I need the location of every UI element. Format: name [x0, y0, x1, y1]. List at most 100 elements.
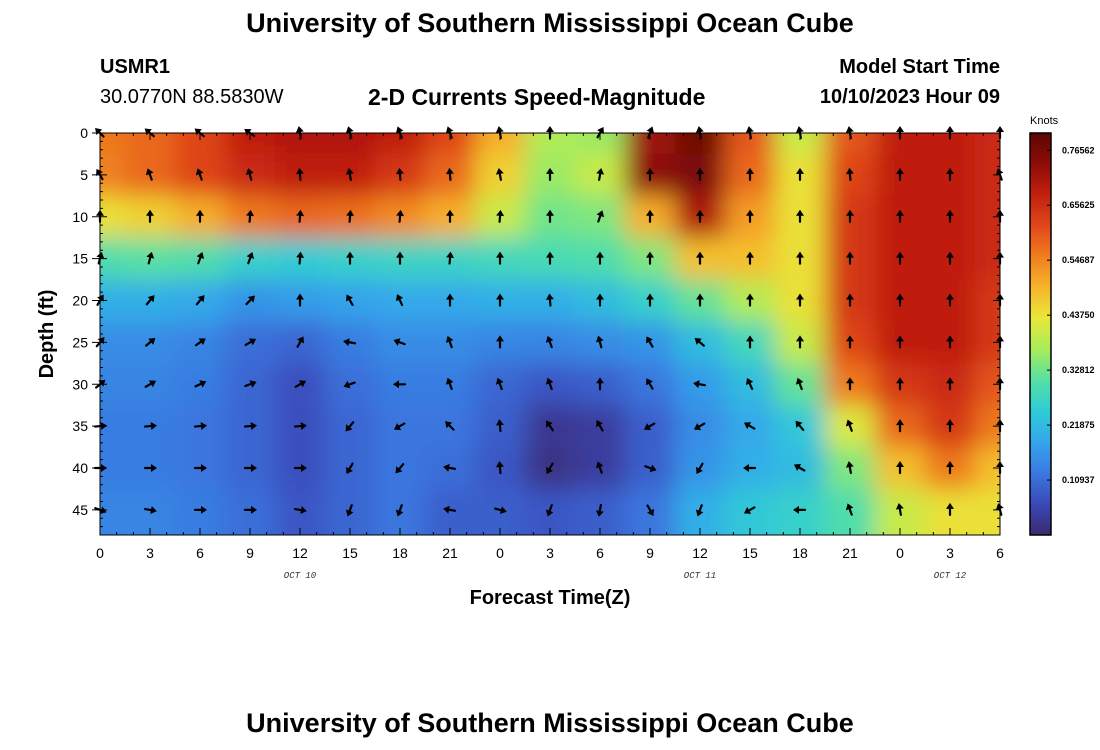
current-arrow [546, 251, 554, 265]
current-arrow [795, 420, 805, 432]
heat-cell [925, 133, 976, 155]
current-arrow [646, 378, 654, 390]
current-arrow [395, 463, 405, 474]
heat-cell [325, 133, 376, 155]
current-arrow [146, 209, 154, 223]
x-tick-label: 0 [496, 545, 504, 561]
current-arrow [393, 422, 406, 431]
x-tick-label: 9 [646, 545, 654, 561]
current-arrow [643, 422, 656, 431]
current-arrow [346, 462, 354, 475]
current-arrow [646, 167, 654, 181]
current-arrow [495, 419, 504, 433]
current-arrow [293, 464, 307, 472]
current-arrow [546, 209, 554, 223]
current-arrow [396, 251, 404, 265]
heat-cell [225, 133, 276, 155]
heat-cell [825, 488, 876, 535]
chart-subtitle: 2-D Currents Speed-Magnitude [368, 84, 706, 110]
current-arrow [244, 338, 257, 346]
current-arrow [195, 295, 205, 306]
current-arrow [495, 461, 504, 475]
heat-cell [725, 133, 776, 155]
current-arrow [296, 209, 305, 223]
heat-cell [675, 133, 726, 155]
current-arrow [193, 464, 207, 472]
y-tick-label: 40 [72, 460, 88, 476]
heat-cell [475, 133, 526, 155]
current-arrow [896, 251, 904, 265]
current-arrow [746, 293, 754, 307]
current-arrow [193, 422, 207, 430]
current-arrow [946, 293, 954, 307]
current-arrow [243, 422, 257, 430]
x-date-label: OCT 12 [934, 571, 967, 581]
heat-cell [125, 488, 176, 535]
colorbar-label: 0.43750 [1062, 310, 1095, 320]
current-arrow [646, 209, 654, 223]
heat-cell [125, 133, 176, 155]
current-arrow [846, 293, 854, 307]
current-arrow [495, 168, 504, 181]
current-arrow [246, 209, 255, 223]
y-tick-label: 30 [72, 376, 88, 392]
current-arrows [93, 126, 1004, 517]
x-tick-label: 18 [392, 545, 408, 561]
current-arrow [95, 128, 105, 138]
current-arrow [946, 419, 954, 433]
current-arrow [244, 380, 257, 388]
current-arrow [696, 167, 704, 181]
current-arrow [946, 209, 954, 223]
x-tick-label: 0 [896, 545, 904, 561]
colorbar: Knots 0.76562 0.65625 0.54687 0.43750 0.3281… [1029, 115, 1095, 536]
current-arrow [796, 167, 804, 181]
current-arrow [343, 338, 357, 347]
current-arrow [293, 506, 307, 515]
current-arrow [896, 167, 904, 181]
heat-cell [775, 133, 826, 155]
current-arrow [595, 335, 604, 349]
current-arrow [596, 168, 605, 181]
current-arrow [845, 461, 854, 475]
heat-cell [275, 488, 326, 535]
current-arrow [294, 380, 307, 388]
current-arrow [496, 293, 504, 307]
current-arrow [446, 251, 455, 265]
current-arrow [446, 209, 454, 223]
current-arrow [693, 380, 707, 389]
current-arrow [345, 421, 355, 432]
heat-cell [175, 133, 226, 155]
colorbar-gradient [1029, 132, 1052, 536]
current-arrow [845, 167, 854, 181]
current-arrow [144, 128, 155, 138]
current-arrow [195, 168, 204, 181]
colorbar-label: 0.10937 [1062, 475, 1095, 485]
current-arrow [393, 380, 407, 389]
current-arrow [346, 209, 355, 223]
y-tick-label: 5 [80, 167, 88, 183]
current-arrow [194, 380, 207, 388]
x-date-label: OCT 11 [684, 571, 716, 581]
heat-cell [100, 133, 126, 155]
current-arrow [494, 506, 507, 515]
y-tick-label: 15 [72, 251, 88, 267]
current-arrow [595, 503, 604, 517]
current-arrow [596, 293, 604, 307]
x-tick-label: 15 [742, 545, 758, 561]
current-arrow [194, 338, 206, 347]
current-arrow [196, 252, 205, 265]
current-arrow [746, 335, 754, 349]
current-arrow [696, 462, 704, 475]
x-tick-label: 3 [946, 545, 954, 561]
colorbar-label: 0.32812 [1062, 365, 1095, 375]
x-tick-label: 21 [442, 545, 458, 561]
x-tick-label: 0 [96, 545, 104, 561]
current-arrow [146, 251, 155, 265]
current-arrow [496, 209, 505, 223]
current-arrow [793, 505, 807, 514]
current-arrow [245, 295, 255, 306]
current-arrow [896, 419, 904, 433]
heat-cell [375, 133, 426, 155]
colorbar-label: 0.21875 [1062, 420, 1095, 430]
